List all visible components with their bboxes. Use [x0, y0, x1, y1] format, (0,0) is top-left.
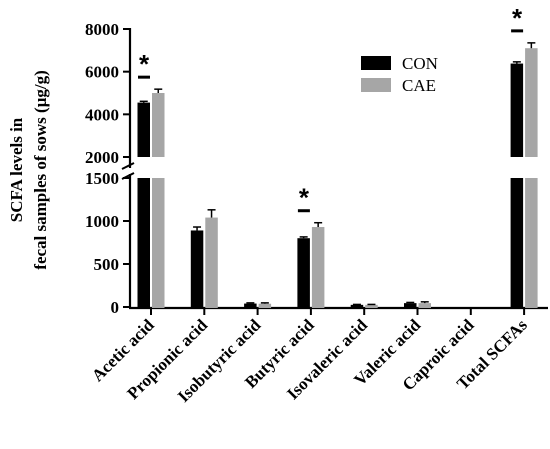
bar-cae — [311, 227, 325, 308]
y-axis-title-line: SCFA levels in — [7, 117, 26, 222]
bar-cae — [525, 178, 538, 308]
y-tick-label: 0 — [111, 298, 120, 317]
bar-con — [137, 102, 150, 157]
significance-star: * — [139, 49, 150, 79]
significance-star: * — [512, 3, 523, 33]
y-tick-label: 2000 — [85, 148, 119, 167]
legend-label-con: CON — [402, 54, 438, 73]
bar-con — [137, 178, 150, 308]
bar-con — [510, 178, 524, 308]
bar-cae — [365, 304, 378, 308]
bar-con — [190, 230, 204, 308]
bar-cae — [152, 93, 165, 157]
legend: CON CAE — [361, 54, 438, 95]
bar-con — [510, 63, 524, 158]
y-tick-label: 1500 — [85, 169, 119, 188]
bar-cae — [258, 303, 272, 308]
y-axis-title-line: fecal samples of sows (μg/g) — [31, 70, 50, 269]
bar-con — [297, 238, 310, 308]
axes: 0 500 1000 1500 2000 4000 6000 8000 — [85, 20, 548, 317]
bar-cae — [152, 178, 165, 308]
significance-star: * — [299, 183, 310, 213]
legend-swatch-cae — [361, 78, 391, 92]
bar-con — [350, 304, 364, 308]
legend-swatch-con — [361, 56, 391, 70]
bars — [137, 42, 538, 308]
y-axis-label: SCFA levels in fecal samples of sows (μg/… — [7, 70, 50, 269]
axis-break-mark — [121, 162, 135, 170]
bar-con — [244, 303, 257, 308]
y-tick-label: 8000 — [85, 20, 119, 39]
y-tick-label: 500 — [94, 255, 120, 274]
bar-cae — [205, 217, 218, 308]
bar-con — [404, 303, 417, 308]
y-tick-label: 6000 — [85, 63, 119, 82]
bar-cae — [418, 303, 431, 308]
legend-label-cae: CAE — [402, 76, 436, 95]
bar-cae — [525, 48, 538, 158]
significance-markers: * * * — [138, 3, 524, 213]
y-tick-label: 4000 — [85, 105, 119, 124]
y-tick-label: 1000 — [85, 212, 119, 231]
